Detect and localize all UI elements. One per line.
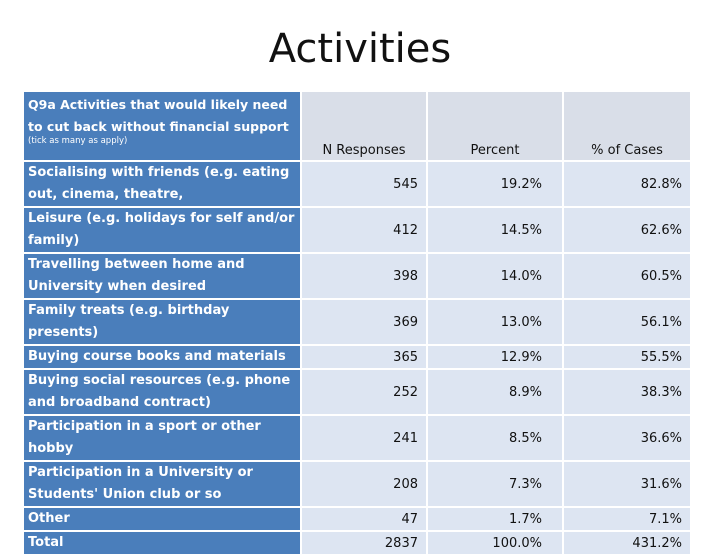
percent-cell: 19.2%: [428, 162, 562, 206]
table-row: Other 47 1.7% 7.1%: [24, 508, 690, 530]
table-row: Buying course books and materials 365 12…: [24, 346, 690, 368]
n-responses-cell: 398: [302, 254, 426, 298]
n-responses-cell: 2837: [302, 532, 426, 554]
percent-of-cases-cell: 55.5%: [564, 346, 690, 368]
percent-of-cases-cell: 38.3%: [564, 370, 690, 414]
table-row: Socialising with friends (e.g. eating ou…: [24, 162, 690, 206]
n-responses-cell: 252: [302, 370, 426, 414]
row-label: Participation in a sport or other hobby: [24, 416, 300, 460]
slide-title: Activities: [268, 26, 452, 72]
table-header-row: Q9a Activities that would likely need to…: [24, 92, 690, 160]
percent-of-cases-cell: 31.6%: [564, 462, 690, 506]
question-cell: Q9a Activities that would likely need to…: [24, 92, 300, 160]
row-label: Socialising with friends (e.g. eating ou…: [24, 162, 300, 206]
percent-of-cases-cell: 7.1%: [564, 508, 690, 530]
row-label: Participation in a University or Student…: [24, 462, 300, 506]
percent-of-cases-cell: 431.2%: [564, 532, 690, 554]
percent-cell: 1.7%: [428, 508, 562, 530]
percent-of-cases-cell: 36.6%: [564, 416, 690, 460]
n-responses-cell: 47: [302, 508, 426, 530]
row-label: Travelling between home and University w…: [24, 254, 300, 298]
n-responses-cell: 365: [302, 346, 426, 368]
row-label: Other: [24, 508, 300, 530]
row-label: Leisure (e.g. holidays for self and/or f…: [24, 208, 300, 252]
table-row: Family treats (e.g. birthday presents) 3…: [24, 300, 690, 344]
percent-cell: 8.9%: [428, 370, 562, 414]
table-row: Travelling between home and University w…: [24, 254, 690, 298]
percent-cell: 100.0%: [428, 532, 562, 554]
n-responses-cell: 412: [302, 208, 426, 252]
n-responses-cell: 208: [302, 462, 426, 506]
row-label: Buying course books and materials: [24, 346, 300, 368]
column-header-percent-of-cases: % of Cases: [564, 92, 690, 160]
percent-cell: 12.9%: [428, 346, 562, 368]
percent-of-cases-cell: 60.5%: [564, 254, 690, 298]
table-row-total: Total 2837 100.0% 431.2%: [24, 532, 690, 554]
percent-cell: 14.5%: [428, 208, 562, 252]
row-label: Total: [24, 532, 300, 554]
n-responses-cell: 545: [302, 162, 426, 206]
table-row: Participation in a sport or other hobby …: [24, 416, 690, 460]
percent-cell: 8.5%: [428, 416, 562, 460]
percent-cell: 13.0%: [428, 300, 562, 344]
activities-table: Q9a Activities that would likely need to…: [22, 90, 692, 556]
row-label: Buying social resources (e.g. phone and …: [24, 370, 300, 414]
percent-of-cases-cell: 56.1%: [564, 300, 690, 344]
question-text: Q9a Activities that would likely need to…: [28, 97, 289, 134]
table-row: Leisure (e.g. holidays for self and/or f…: [24, 208, 690, 252]
n-responses-cell: 241: [302, 416, 426, 460]
percent-cell: 14.0%: [428, 254, 562, 298]
n-responses-cell: 369: [302, 300, 426, 344]
percent-cell: 7.3%: [428, 462, 562, 506]
percent-of-cases-cell: 82.8%: [564, 162, 690, 206]
question-note: (tick as many as apply): [28, 136, 128, 146]
column-header-n-responses: N Responses: [302, 92, 426, 160]
column-header-percent: Percent: [428, 92, 562, 160]
row-label: Family treats (e.g. birthday presents): [24, 300, 300, 344]
percent-of-cases-cell: 62.6%: [564, 208, 690, 252]
table-row: Participation in a University or Student…: [24, 462, 690, 506]
table-row: Buying social resources (e.g. phone and …: [24, 370, 690, 414]
